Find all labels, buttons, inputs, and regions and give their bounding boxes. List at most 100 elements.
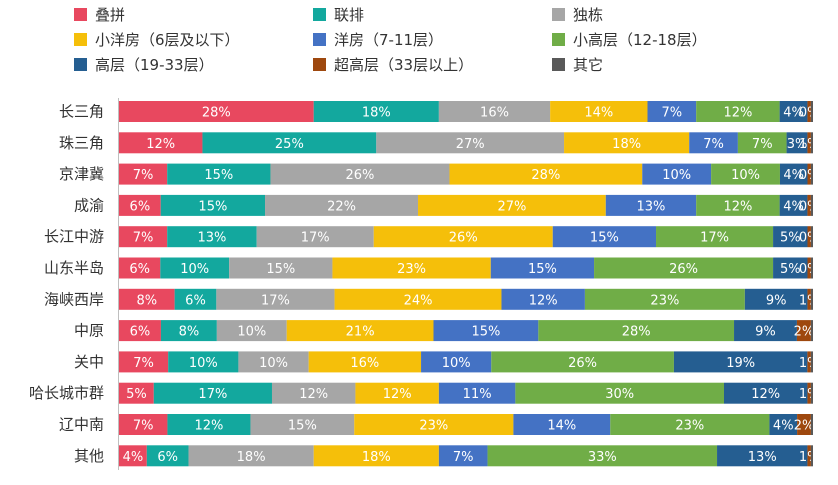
data-label: 10% [189,356,218,371]
bar-segment [119,351,169,373]
bar-segment [216,288,335,310]
bar-segment [313,101,439,122]
bar-segment [696,101,780,122]
bar-segment [786,132,808,154]
data-label: 10% [662,168,691,183]
data-label: 5% [126,387,147,402]
data-label: 12% [723,106,752,121]
category-label: 辽中南 [59,416,104,434]
data-label: 15% [198,199,227,214]
bar-segment [769,414,798,435]
bar-segment [656,226,774,248]
data-label: 0% [799,168,820,183]
bar-segment [564,132,690,154]
bar-segment [807,194,811,216]
category-label: 哈长城市群 [29,384,104,402]
data-label: 19% [726,356,755,371]
data-label: 11% [463,387,492,402]
bar-segment [717,445,808,467]
bar-segment [810,163,813,185]
data-label: 12% [146,137,175,152]
data-label: 23% [675,419,704,434]
bar-segment [332,257,491,279]
bar-segment [807,351,811,373]
bar-segment [355,382,439,404]
bar-segment [119,414,168,435]
data-label: 33% [588,450,617,465]
bar-segment [723,382,808,404]
data-label: 6% [129,262,150,277]
bar-segment [515,382,724,404]
data-label: 28% [622,325,651,340]
data-label: 6% [157,450,178,465]
bar-segment [168,351,239,373]
bar-segment [810,101,813,122]
bar-segment [501,288,585,310]
bar-segment [146,445,189,467]
data-label: 25% [275,137,304,152]
category-label: 京津冀 [59,165,104,183]
bar-segment [167,226,257,248]
data-label: 30% [605,387,634,402]
data-label: 0% [799,199,820,214]
legend-label: 小高层（12-18层） [573,31,707,49]
bar-segment [696,194,780,216]
bar-segment [119,257,161,279]
bar-segment [647,101,697,122]
bar-segment [773,257,808,279]
bar-segment [119,320,161,342]
bar-segment [438,445,488,467]
bar-segment [810,382,813,404]
data-label: 17% [301,231,330,246]
data-label: 7% [453,450,474,465]
data-label: 14% [547,419,576,434]
bar-segment [711,163,780,185]
legend-swatch [74,33,87,46]
bar-segment [119,288,175,310]
data-label: 1% [799,387,820,402]
data-label: 10% [731,168,760,183]
data-label: 4% [783,168,804,183]
data-label: 15% [471,325,500,340]
bar-segment [673,351,808,373]
data-label: 12% [723,199,752,214]
bar-segment [807,257,811,279]
data-label: 27% [497,199,526,214]
bars: 28% 18% 16% 14% 7% 12% 4%0%12% 25% 27% 18% 7% 7% 3%1… [119,101,820,467]
legend-swatch [313,33,326,46]
data-label: 7% [133,231,154,246]
bar-segment [810,351,813,373]
bar-segment [421,351,492,373]
bar-segment [119,382,154,404]
bar-segment [119,163,168,185]
bar-segment [265,194,419,216]
bar-segment [256,226,374,248]
category-label: 长三角 [59,103,104,121]
bar-segment [238,351,309,373]
data-label: 4% [773,419,794,434]
bar-segment [810,288,813,310]
bar-segment [418,194,606,216]
bar-segment [271,382,356,404]
category-label: 海峡西岸 [44,290,104,308]
data-label: 1% [799,137,820,152]
data-label: 7% [133,356,154,371]
legend-label: 小洋房（6层及以下） [95,31,240,49]
data-label: 15% [288,419,317,434]
data-label: 8% [179,325,200,340]
data-label: 2% [794,325,815,340]
bar-segment [487,445,718,467]
data-label: 13% [197,231,226,246]
data-label: 17% [700,231,729,246]
bar-segment [550,101,648,122]
bar-segment [689,132,738,154]
bar-segment [490,257,595,279]
bar-segment [734,320,797,342]
bar-segment [308,351,422,373]
legend-label: 超高层（33层以上） [334,56,473,74]
data-label: 10% [180,262,209,277]
bar-segment [513,414,611,435]
bar-segment [807,226,811,248]
